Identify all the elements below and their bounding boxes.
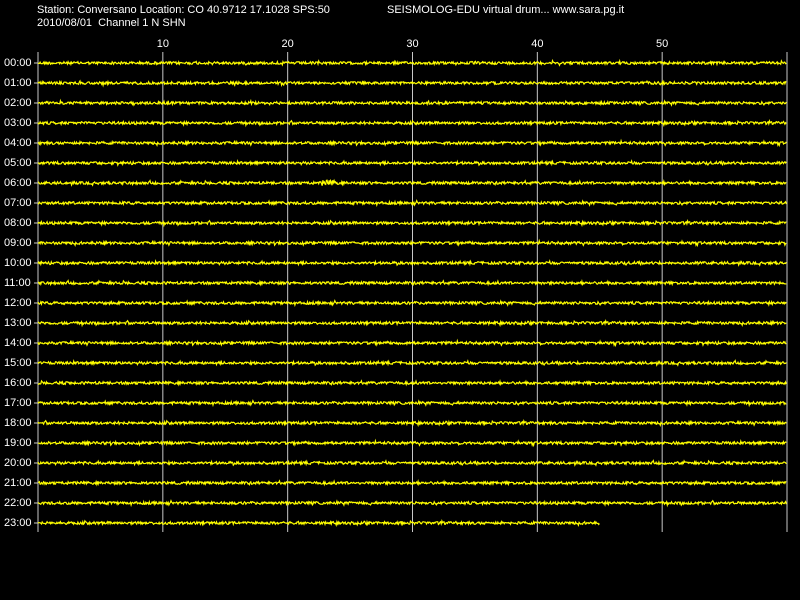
trace bbox=[37, 499, 787, 508]
trace bbox=[37, 299, 787, 308]
trace bbox=[37, 199, 787, 208]
trace bbox=[37, 399, 787, 408]
trace bbox=[37, 58, 787, 67]
row-label: 20:00 bbox=[4, 457, 32, 469]
row-label: 15:00 bbox=[4, 357, 32, 369]
row-label: 01:00 bbox=[4, 77, 32, 89]
trace bbox=[37, 379, 787, 387]
x-tick-label: 20 bbox=[282, 38, 294, 50]
trace bbox=[37, 438, 787, 448]
trace bbox=[37, 479, 787, 487]
traces bbox=[37, 58, 787, 528]
row-label: 05:00 bbox=[4, 157, 32, 169]
x-tick-label: 50 bbox=[656, 38, 668, 50]
row-label: 21:00 bbox=[4, 477, 32, 489]
trace bbox=[37, 318, 787, 328]
row-label: 14:00 bbox=[4, 337, 32, 349]
row-label: 19:00 bbox=[4, 437, 32, 449]
trace bbox=[37, 338, 787, 348]
trace bbox=[37, 118, 787, 128]
trace bbox=[37, 218, 787, 228]
row-label: 13:00 bbox=[4, 317, 32, 329]
row-label: 10:00 bbox=[4, 257, 32, 269]
trace bbox=[37, 79, 787, 88]
row-label: 06:00 bbox=[4, 177, 32, 189]
row-label: 02:00 bbox=[4, 97, 32, 109]
trace bbox=[37, 98, 787, 107]
trace bbox=[37, 279, 787, 287]
row-label: 08:00 bbox=[4, 217, 32, 229]
row-label: 09:00 bbox=[4, 237, 32, 249]
row-label: 22:00 bbox=[4, 497, 32, 509]
trace bbox=[37, 238, 787, 248]
trace bbox=[37, 358, 787, 367]
row-label: 18:00 bbox=[4, 417, 32, 429]
row-label: 04:00 bbox=[4, 137, 32, 149]
trace bbox=[37, 258, 787, 267]
trace bbox=[37, 138, 787, 148]
date-channel: 2010/08/01 Channel 1 N SHN bbox=[37, 17, 186, 29]
row-label: 03:00 bbox=[4, 117, 32, 129]
x-tick-label: 30 bbox=[406, 38, 418, 50]
trace bbox=[37, 178, 787, 187]
trace bbox=[37, 158, 787, 167]
source-info: SEISMOLOG-EDU virtual drum... www.sara.p… bbox=[387, 4, 624, 16]
row-label: 07:00 bbox=[4, 197, 32, 209]
x-tick-label: 10 bbox=[157, 38, 169, 50]
trace bbox=[37, 418, 787, 428]
trace bbox=[37, 459, 787, 467]
x-tick-label: 40 bbox=[531, 38, 543, 50]
row-label: 23:00 bbox=[4, 517, 32, 529]
row-label: 00:00 bbox=[4, 57, 32, 69]
station-info: Station: Conversano Location: CO 40.9712… bbox=[37, 4, 330, 16]
trace bbox=[37, 518, 600, 528]
row-label: 16:00 bbox=[4, 377, 32, 389]
grid bbox=[34, 52, 788, 532]
row-label: 11:00 bbox=[4, 277, 31, 289]
row-label: 17:00 bbox=[4, 397, 32, 409]
row-label: 12:00 bbox=[4, 297, 32, 309]
